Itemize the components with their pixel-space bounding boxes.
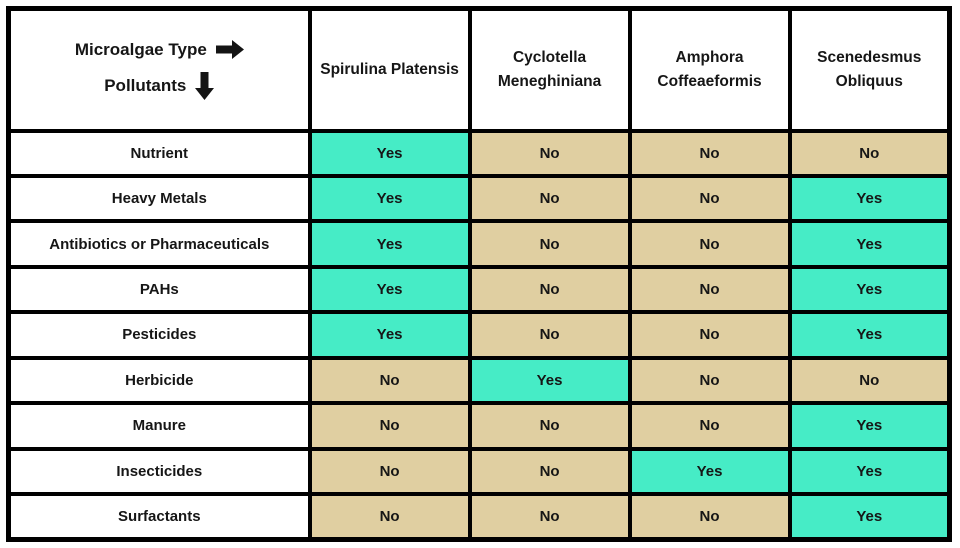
cell-value: Yes — [787, 264, 952, 315]
corner-label-pollutants: Pollutants — [104, 76, 187, 96]
cell-value: Yes — [787, 219, 952, 269]
table-row: Herbicide No Yes No No — [6, 355, 952, 406]
row-label: Nutrient — [6, 128, 312, 178]
column-header-scenedesmus-obliquus: Scenedesmus Obliquus — [787, 6, 952, 133]
cell-value: Yes — [627, 446, 792, 497]
cell-value: No — [307, 446, 472, 497]
table-row: Nutrient Yes No No No — [6, 128, 952, 178]
cell-value: No — [467, 446, 632, 497]
cell-value: No — [307, 355, 472, 406]
cell-value: Yes — [307, 173, 472, 224]
header-row: Microalgae Type Pollutants — [6, 6, 952, 133]
cell-value: Yes — [307, 219, 472, 269]
corner-line-pollutants: Pollutants — [104, 71, 215, 100]
row-label: Pesticides — [6, 310, 312, 360]
cell-value: No — [787, 355, 952, 406]
row-label: Insecticides — [6, 446, 312, 497]
table-row: Insecticides No No Yes Yes — [6, 446, 952, 497]
table-body: Nutrient Yes No No No Heavy Metals Yes N… — [6, 128, 952, 542]
corner-header-cell: Microalgae Type Pollutants — [6, 6, 312, 133]
cell-value: No — [467, 310, 632, 360]
cell-value: No — [307, 401, 472, 451]
cell-value: No — [627, 355, 792, 406]
row-label: PAHs — [6, 264, 312, 315]
cell-value: No — [467, 128, 632, 178]
cell-value: No — [627, 264, 792, 315]
table-header: Microalgae Type Pollutants — [6, 6, 952, 133]
table-row: PAHs Yes No No Yes — [6, 264, 952, 315]
right-arrow-icon — [215, 39, 244, 59]
column-header-cyclotella-meneghiniana: Cyclotella Meneghiniana — [467, 6, 632, 133]
row-label: Manure — [6, 401, 312, 451]
cell-value: No — [467, 492, 632, 542]
cell-value: Yes — [787, 310, 952, 360]
corner-line-microalgae: Microalgae Type — [74, 39, 244, 59]
row-label: Surfactants — [6, 492, 312, 542]
cell-value: Yes — [307, 264, 472, 315]
column-header-spirulina-platensis: Spirulina Platensis — [307, 6, 472, 133]
pollutant-microalgae-table: Microalgae Type Pollutants — [6, 6, 952, 542]
cell-value: Yes — [307, 310, 472, 360]
corner-label-microalgae-type: Microalgae Type — [74, 39, 207, 59]
cell-value: Yes — [307, 128, 472, 178]
cell-value: No — [467, 264, 632, 315]
row-label: Herbicide — [6, 355, 312, 406]
cell-value: No — [787, 128, 952, 178]
table-row: Surfactants No No No Yes — [6, 492, 952, 542]
cell-value: No — [467, 173, 632, 224]
cell-value: Yes — [787, 446, 952, 497]
table-row: Manure No No No Yes — [6, 401, 952, 451]
cell-value: No — [467, 401, 632, 451]
down-arrow-icon — [195, 71, 215, 100]
table-row: Pesticides Yes No No Yes — [6, 310, 952, 360]
cell-value: Yes — [467, 355, 632, 406]
cell-value: No — [627, 401, 792, 451]
cell-value: No — [307, 492, 472, 542]
row-label: Antibiotics or Pharmaceuticals — [6, 219, 312, 269]
cell-value: No — [627, 173, 792, 224]
cell-value: No — [627, 310, 792, 360]
cell-value: No — [467, 219, 632, 269]
cell-value: No — [627, 128, 792, 178]
cell-value: Yes — [787, 173, 952, 224]
cell-value: Yes — [787, 401, 952, 451]
table-row: Antibiotics or Pharmaceuticals Yes No No… — [6, 219, 952, 269]
cell-value: No — [627, 492, 792, 542]
row-label: Heavy Metals — [6, 173, 312, 224]
cell-value: Yes — [787, 492, 952, 542]
table-row: Heavy Metals Yes No No Yes — [6, 173, 952, 224]
column-header-amphora-coffeaeformis: Amphora Coffeaeformis — [627, 6, 792, 133]
cell-value: No — [627, 219, 792, 269]
